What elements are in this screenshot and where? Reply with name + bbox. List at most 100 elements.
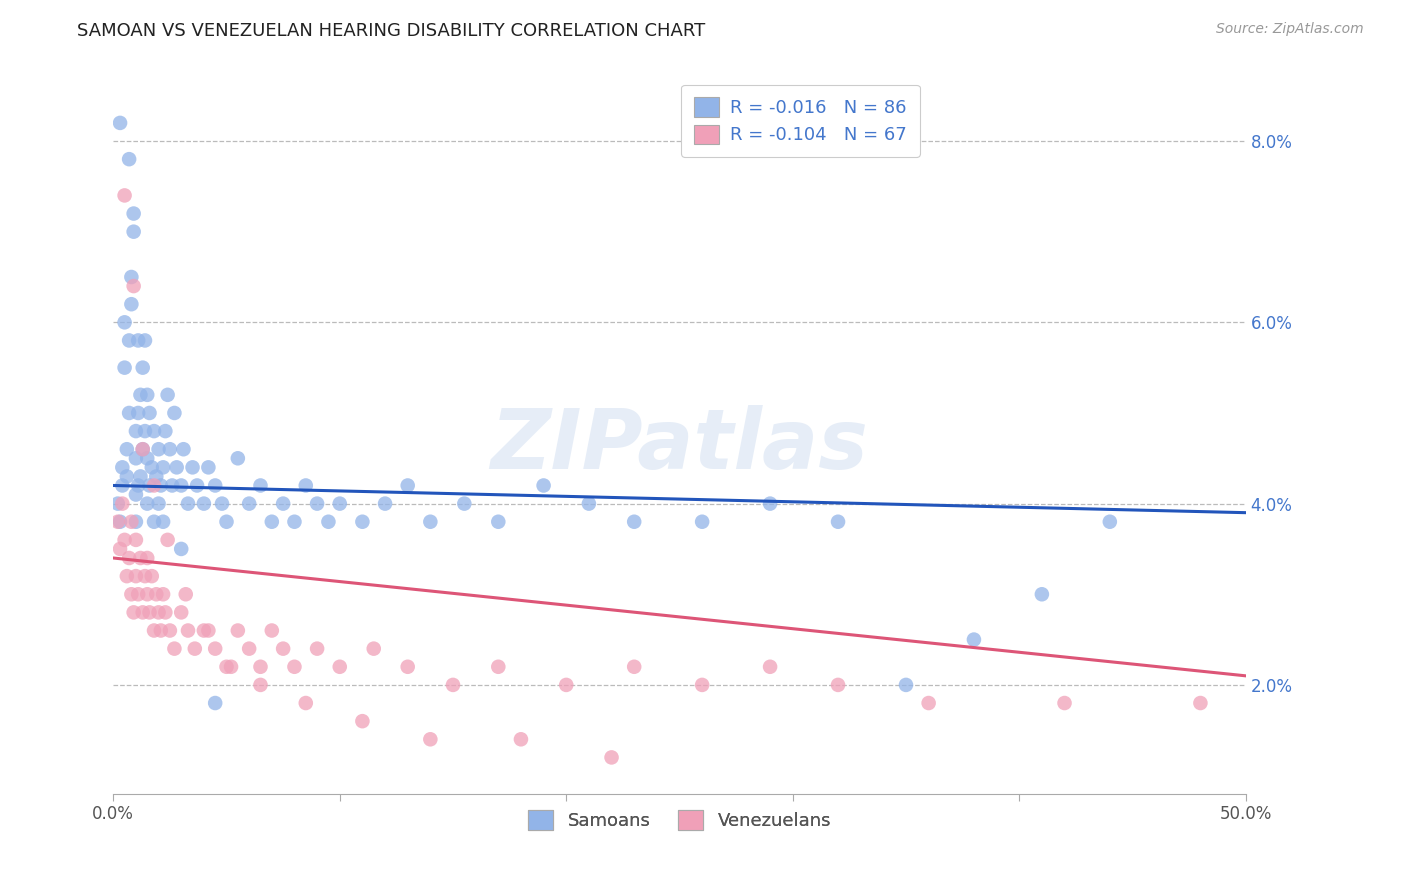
Point — [122, 279, 145, 293]
Point — [283, 515, 305, 529]
Point — [143, 515, 166, 529]
Point — [136, 587, 159, 601]
Point — [132, 442, 155, 457]
Point — [396, 478, 419, 492]
Point — [127, 334, 149, 348]
Point — [600, 750, 623, 764]
Point — [143, 424, 166, 438]
Point — [145, 587, 167, 601]
Point — [193, 624, 215, 638]
Point — [759, 497, 782, 511]
Point — [204, 478, 226, 492]
Point — [215, 515, 238, 529]
Point — [271, 641, 294, 656]
Point — [917, 696, 939, 710]
Point — [181, 460, 204, 475]
Point — [129, 551, 152, 566]
Point — [204, 641, 226, 656]
Point — [120, 270, 142, 285]
Point — [159, 442, 181, 457]
Point — [894, 678, 917, 692]
Point — [294, 478, 316, 492]
Point — [111, 478, 134, 492]
Point — [197, 460, 219, 475]
Point — [623, 515, 645, 529]
Point — [155, 606, 177, 620]
Point — [114, 188, 136, 202]
Point — [118, 551, 141, 566]
Point — [160, 478, 183, 492]
Point — [1053, 696, 1076, 710]
Point — [111, 497, 134, 511]
Point — [120, 297, 142, 311]
Point — [396, 660, 419, 674]
Text: ZIPatlas: ZIPatlas — [491, 405, 869, 486]
Point — [166, 460, 188, 475]
Point — [129, 469, 152, 483]
Point — [114, 360, 136, 375]
Point — [374, 497, 396, 511]
Point — [271, 497, 294, 511]
Point — [283, 660, 305, 674]
Point — [260, 624, 283, 638]
Point — [184, 641, 207, 656]
Point — [226, 451, 249, 466]
Point — [159, 624, 181, 638]
Point — [122, 606, 145, 620]
Point — [690, 678, 713, 692]
Point — [186, 478, 208, 492]
Point — [238, 641, 260, 656]
Point — [307, 641, 329, 656]
Point — [122, 206, 145, 220]
Point — [197, 624, 219, 638]
Point — [115, 569, 138, 583]
Point — [122, 225, 145, 239]
Point — [226, 624, 249, 638]
Point — [690, 515, 713, 529]
Text: SAMOAN VS VENEZUELAN HEARING DISABILITY CORRELATION CHART: SAMOAN VS VENEZUELAN HEARING DISABILITY … — [77, 22, 706, 40]
Point — [120, 587, 142, 601]
Point — [249, 660, 271, 674]
Point — [172, 442, 194, 457]
Point — [115, 469, 138, 483]
Point — [211, 497, 233, 511]
Point — [108, 515, 131, 529]
Point — [419, 732, 441, 747]
Point — [132, 442, 155, 457]
Point — [249, 678, 271, 692]
Point — [174, 587, 197, 601]
Point — [352, 515, 374, 529]
Point — [136, 497, 159, 511]
Point — [134, 569, 156, 583]
Point — [114, 533, 136, 547]
Point — [156, 388, 179, 402]
Point — [204, 696, 226, 710]
Point — [260, 515, 283, 529]
Point — [215, 660, 238, 674]
Point — [152, 460, 174, 475]
Point — [136, 388, 159, 402]
Point — [152, 587, 174, 601]
Point — [125, 569, 148, 583]
Point — [193, 497, 215, 511]
Point — [118, 152, 141, 166]
Point — [125, 515, 148, 529]
Point — [138, 606, 160, 620]
Point — [118, 406, 141, 420]
Point — [578, 497, 600, 511]
Point — [148, 606, 170, 620]
Point — [108, 541, 131, 556]
Point — [132, 606, 155, 620]
Point — [111, 460, 134, 475]
Point — [170, 478, 193, 492]
Point — [510, 732, 533, 747]
Point — [759, 660, 782, 674]
Point — [136, 451, 159, 466]
Point — [143, 478, 166, 492]
Point — [453, 497, 475, 511]
Point — [963, 632, 986, 647]
Point — [177, 624, 200, 638]
Point — [132, 360, 155, 375]
Point — [623, 660, 645, 674]
Point — [318, 515, 340, 529]
